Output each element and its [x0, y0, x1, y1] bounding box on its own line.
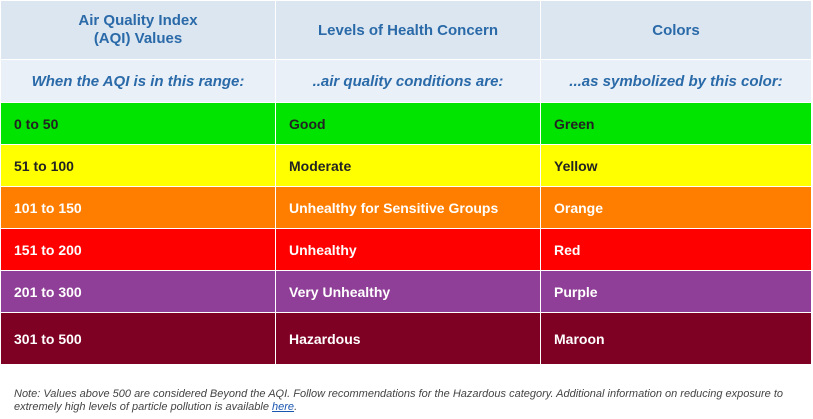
table-cell: 101 to 150	[0, 186, 276, 229]
table-cell: Very Unhealthy	[275, 270, 541, 313]
aqi-row: 201 to 300 Very Unhealthy Purple	[0, 270, 812, 313]
note-end: .	[294, 401, 298, 413]
note-link[interactable]: here	[272, 401, 295, 413]
aqi-row: 51 to 100 Moderate Yellow	[0, 144, 812, 187]
column-subtitle: When the AQI is in this range:	[0, 59, 276, 103]
aqi-row: 301 to 500 Hazardous Maroon	[0, 312, 812, 365]
table-cell: Yellow	[540, 144, 812, 187]
table-cell: Unhealthy for Sensitive Groups	[275, 186, 541, 229]
table-cell: 151 to 200	[0, 228, 276, 271]
table-cell: 0 to 50	[0, 102, 276, 145]
column-header: Colors	[540, 0, 812, 60]
subtitle-row: When the AQI is in this range: ..air qua…	[0, 59, 812, 103]
table-cell: Unhealthy	[275, 228, 541, 271]
column-header: Levels of Health Concern	[275, 0, 541, 60]
table-cell: Maroon	[540, 312, 812, 365]
column-subtitle: ..air quality conditions are:	[275, 59, 541, 103]
table-cell: 201 to 300	[0, 270, 276, 313]
aqi-row: 101 to 150 Unhealthy for Sensitive Groups…	[0, 186, 812, 229]
aqi-row: 0 to 50 Good Green	[0, 102, 812, 145]
table-cell: Red	[540, 228, 812, 271]
header-row: Air Quality Index (AQI) Values Levels of…	[0, 0, 812, 60]
footnote: Note: Values above 500 are considered Be…	[14, 388, 804, 414]
column-header: Air Quality Index (AQI) Values	[0, 0, 276, 60]
table-cell: Moderate	[275, 144, 541, 187]
table-cell: Orange	[540, 186, 812, 229]
table-body: 0 to 50 Good Green 51 to 100 Moderate Yellow 1…	[0, 102, 812, 365]
table-cell: Hazardous	[275, 312, 541, 365]
aqi-table: Air Quality Index (AQI) Values Levels of…	[0, 0, 812, 365]
table-cell: Green	[540, 102, 812, 145]
aqi-row: 151 to 200 Unhealthy Red	[0, 228, 812, 271]
table-cell: Purple	[540, 270, 812, 313]
note-text: Note: Values above 500 are considered Be…	[14, 388, 784, 413]
column-subtitle: ...as symbolized by this color:	[540, 59, 812, 103]
table-cell: 51 to 100	[0, 144, 276, 187]
table-cell: 301 to 500	[0, 312, 276, 365]
column-header-text: Air Quality Index (AQI) Values	[78, 12, 198, 47]
table-cell: Good	[275, 102, 541, 145]
